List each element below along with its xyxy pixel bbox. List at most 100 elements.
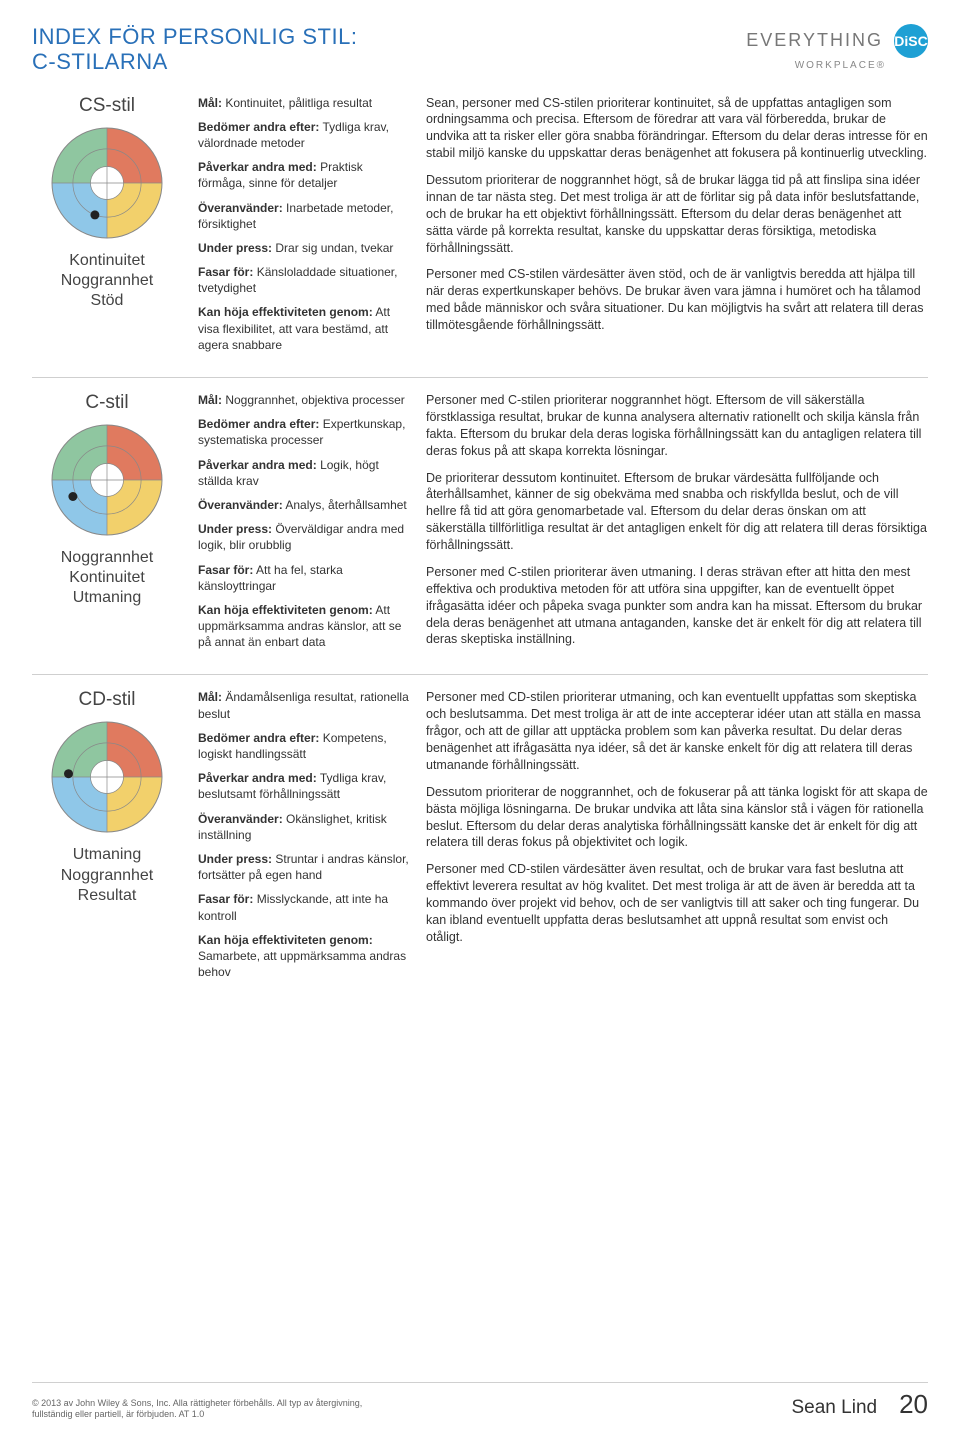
style-row: CS-stil KontinuitetNoggrannhetStöd Mål: Ko… (32, 81, 928, 377)
priority-item: Kontinuitet (32, 568, 182, 587)
description-paragraph: Sean, personer med CS-stilen prioriterar… (426, 95, 928, 163)
copyright-text: © 2013 av John Wiley & Sons, Inc. Alla r… (32, 1398, 392, 1421)
attribute-line: Mål: Ändamålsenliga resultat, rationella… (198, 689, 410, 721)
attribute-label: Bedömer andra efter: (198, 731, 319, 745)
attribute-label: Påverkar andra med: (198, 458, 317, 472)
attribute-line: Kan höja effektiviteten genom: Samarbete… (198, 932, 410, 981)
attribute-line: Kan höja effektiviteten genom: Att visa … (198, 304, 410, 353)
attribute-text: Analys, återhållsamhet (283, 498, 407, 512)
style-left-column: CS-stil KontinuitetNoggrannhetStöd (32, 95, 182, 361)
priorities-list: Utmaning NoggrannhetResultat (32, 845, 182, 905)
attribute-label: Bedömer andra efter: (198, 120, 319, 134)
attribute-line: Påverkar andra med: Tydliga krav, beslut… (198, 770, 410, 802)
attribute-line: Fasar för: Känsloladdade situationer, tv… (198, 264, 410, 296)
attribute-label: Under press: (198, 522, 272, 536)
description-paragraph: Dessutom prioriterar de noggrannhet högt… (426, 172, 928, 256)
description-column: Personer med C-stilen prioriterar noggra… (426, 392, 928, 658)
disc-chart-icon (47, 717, 167, 837)
attribute-line: Under press: Överväldigar andra med logi… (198, 521, 410, 553)
attribute-line: Kan höja effektiviteten genom: Att uppmä… (198, 602, 410, 651)
attribute-text: Ändamålsenliga resultat, rationella besl… (198, 690, 409, 720)
attributes-column: Mål: Kontinuitet, pålitliga resultat Bedö… (198, 95, 410, 361)
attribute-line: Bedömer andra efter: Tydliga krav, välor… (198, 119, 410, 151)
description-paragraph: De prioriterar dessutom kontinuitet. Eft… (426, 470, 928, 554)
page-header: INDEX FÖR PERSONLIG STIL: C-STILARNA EVE… (32, 24, 928, 75)
style-name: C-stil (32, 392, 182, 414)
attribute-line: Fasar för: Misslyckande, att inte ha kon… (198, 891, 410, 923)
attribute-label: Fasar för: (198, 563, 253, 577)
attribute-label: Under press: (198, 852, 272, 866)
attribute-label: Mål: (198, 690, 222, 704)
user-name: Sean Lind (792, 1397, 878, 1419)
priority-item: Kontinuitet (32, 251, 182, 270)
attribute-line: Bedömer andra efter: Kompetens, logiskt … (198, 730, 410, 762)
attribute-label: Mål: (198, 393, 222, 407)
attribute-label: Bedömer andra efter: (198, 417, 319, 431)
description-paragraph: Personer med C-stilen prioriterar noggra… (426, 392, 928, 460)
style-row: C-stil NoggrannhetKontinuitetUtmaning Mål:… (32, 377, 928, 674)
styles-container: CS-stilKontinuitetNoggrannhetStödMål: Ko… (32, 81, 928, 1005)
description-paragraph: Personer med CS-stilen värdesätter även … (426, 266, 928, 334)
attribute-line: Under press: Drar sig undan, tvekar (198, 240, 410, 256)
attribute-text: Drar sig undan, tvekar (272, 241, 393, 255)
priority-item: Utmaning (32, 588, 182, 607)
disc-badge-icon: DiSC (894, 24, 928, 58)
priority-item: Resultat (32, 886, 182, 905)
priorities-list: KontinuitetNoggrannhetStöd (32, 251, 182, 311)
style-name: CD-stil (32, 689, 182, 711)
priorities-list: NoggrannhetKontinuitetUtmaning (32, 548, 182, 608)
attribute-label: Överanvänder: (198, 201, 283, 215)
attribute-label: Påverkar andra med: (198, 771, 317, 785)
page-title-line2: C-STILARNA (32, 49, 357, 74)
priority-item: Noggrannhet (32, 271, 182, 290)
attribute-line: Påverkar andra med: Praktisk förmåga, si… (198, 159, 410, 191)
attribute-text: Samarbete, att uppmärksamma andras behov (198, 949, 406, 979)
description-paragraph: Personer med C-stilen prioriterar även u… (426, 564, 928, 648)
style-left-column: CD-stil Utmaning NoggrannhetResultat (32, 689, 182, 988)
attribute-line: Mål: Kontinuitet, pålitliga resultat (198, 95, 410, 111)
title-block: INDEX FÖR PERSONLIG STIL: C-STILARNA (32, 24, 357, 75)
attribute-line: Under press: Struntar i andras känslor, … (198, 851, 410, 883)
attribute-label: Överanvänder: (198, 812, 283, 826)
attribute-line: Påverkar andra med: Logik, högt ställda … (198, 457, 410, 489)
description-column: Sean, personer med CS-stilen prioriterar… (426, 95, 928, 361)
attribute-line: Överanvänder: Inarbetade metoder, försik… (198, 200, 410, 232)
attribute-line: Mål: Noggrannhet, objektiva processer (198, 392, 410, 408)
style-name: CS-stil (32, 95, 182, 117)
attribute-text: Noggrannhet, objektiva processer (222, 393, 405, 407)
logo-top-row: EVERYTHING DiSC (746, 24, 928, 58)
attribute-line: Överanvänder: Analys, återhållsamhet (198, 497, 410, 513)
attribute-label: Kan höja effektiviteten genom: (198, 933, 373, 947)
attribute-label: Fasar för: (198, 265, 253, 279)
logo-text: EVERYTHING (746, 30, 883, 50)
style-left-column: C-stil NoggrannhetKontinuitetUtmaning (32, 392, 182, 658)
attributes-column: Mål: Noggrannhet, objektiva processer Bed… (198, 392, 410, 658)
attribute-line: Bedömer andra efter: Expertkunskap, syst… (198, 416, 410, 448)
attribute-label: Påverkar andra med: (198, 160, 317, 174)
attribute-label: Under press: (198, 241, 272, 255)
disc-chart-icon (47, 420, 167, 540)
description-paragraph: Personer med CD-stilen prioriterar utman… (426, 689, 928, 773)
priority-item: Noggrannhet (32, 548, 182, 567)
priority-item: Noggrannhet (32, 866, 182, 885)
attribute-label: Kan höja effektiviteten genom: (198, 305, 373, 319)
attribute-label: Kan höja effektiviteten genom: (198, 603, 373, 617)
style-row: CD-stil Utmaning NoggrannhetResultat Mål: Ä… (32, 674, 928, 1004)
logo-subtext: WORKPLACE® (746, 60, 886, 71)
page-title-line1: INDEX FÖR PERSONLIG STIL: (32, 24, 357, 49)
attribute-label: Fasar för: (198, 892, 253, 906)
description-paragraph: Dessutom prioriterar de noggrannhet, och… (426, 784, 928, 852)
footer-right: Sean Lind 20 (792, 1389, 929, 1420)
priority-item: Utmaning (32, 845, 182, 864)
attribute-label: Överanvänder: (198, 498, 283, 512)
page-number: 20 (899, 1389, 928, 1420)
disc-chart-icon (47, 123, 167, 243)
description-column: Personer med CD-stilen prioriterar utman… (426, 689, 928, 988)
attribute-line: Överanvänder: Okänslighet, kritisk instä… (198, 811, 410, 843)
brand-logo: EVERYTHING DiSC WORKPLACE® (746, 24, 928, 71)
page-footer: © 2013 av John Wiley & Sons, Inc. Alla r… (32, 1382, 928, 1420)
attributes-column: Mål: Ändamålsenliga resultat, rationella… (198, 689, 410, 988)
attribute-label: Mål: (198, 96, 222, 110)
priority-item: Stöd (32, 291, 182, 310)
attribute-text: Kontinuitet, pålitliga resultat (222, 96, 372, 110)
